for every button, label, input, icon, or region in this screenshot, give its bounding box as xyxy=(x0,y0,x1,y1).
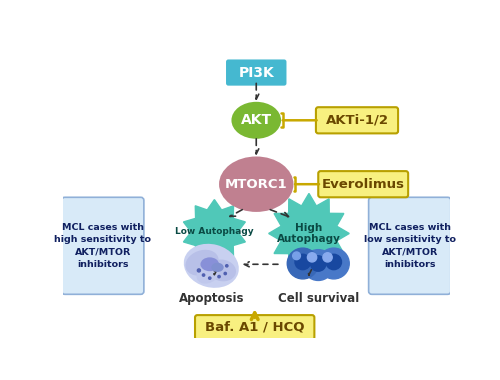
Text: Everolimus: Everolimus xyxy=(322,178,404,191)
Text: Cell survival: Cell survival xyxy=(278,292,359,305)
FancyBboxPatch shape xyxy=(226,59,286,86)
Ellipse shape xyxy=(212,263,224,272)
Circle shape xyxy=(224,272,226,275)
Ellipse shape xyxy=(208,260,236,281)
FancyBboxPatch shape xyxy=(316,107,398,133)
Text: AKT: AKT xyxy=(240,113,272,127)
Text: AKTi-1/2: AKTi-1/2 xyxy=(326,114,388,127)
Circle shape xyxy=(218,276,220,278)
Circle shape xyxy=(295,254,310,270)
FancyBboxPatch shape xyxy=(195,315,314,340)
Circle shape xyxy=(318,248,349,279)
Text: MTORC1: MTORC1 xyxy=(225,178,288,191)
Circle shape xyxy=(208,277,211,279)
Polygon shape xyxy=(184,200,246,264)
Text: Baf. A1 / HCQ: Baf. A1 / HCQ xyxy=(205,321,304,334)
Ellipse shape xyxy=(232,102,281,139)
Ellipse shape xyxy=(219,157,294,212)
Polygon shape xyxy=(268,193,349,274)
Text: MCL cases with
high sensitivity to
AKT/MTOR
inhibitors: MCL cases with high sensitivity to AKT/M… xyxy=(54,223,152,269)
Ellipse shape xyxy=(186,250,218,276)
Circle shape xyxy=(202,274,204,276)
FancyBboxPatch shape xyxy=(368,197,451,294)
Text: Apoptosis: Apoptosis xyxy=(178,292,244,305)
Circle shape xyxy=(226,264,228,267)
Ellipse shape xyxy=(184,244,239,288)
Text: High
Autophagy: High Autophagy xyxy=(277,223,341,244)
Circle shape xyxy=(310,256,326,271)
FancyBboxPatch shape xyxy=(62,197,144,294)
Circle shape xyxy=(303,250,334,280)
Ellipse shape xyxy=(196,263,220,283)
Text: Low Autophagy: Low Autophagy xyxy=(175,228,254,236)
Ellipse shape xyxy=(200,257,219,271)
Circle shape xyxy=(308,253,316,262)
FancyBboxPatch shape xyxy=(318,171,408,197)
Circle shape xyxy=(292,252,300,260)
Circle shape xyxy=(198,269,200,272)
Circle shape xyxy=(287,248,318,279)
Text: PI3K: PI3K xyxy=(238,66,274,79)
Circle shape xyxy=(323,253,332,262)
Text: MCL cases with
low sensitivity to
AKT/MTOR
inhibitors: MCL cases with low sensitivity to AKT/MT… xyxy=(364,223,456,269)
Circle shape xyxy=(326,254,342,270)
